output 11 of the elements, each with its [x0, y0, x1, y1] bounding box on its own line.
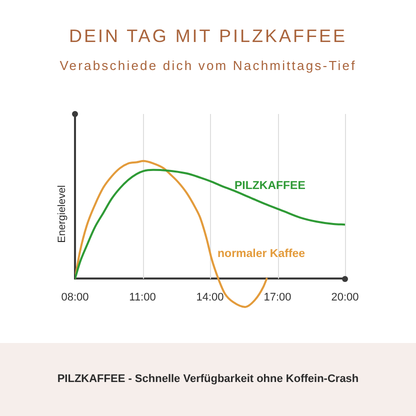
x-tick-label: 08:00: [61, 291, 89, 304]
text: PILZKAFFEE - Schnelle Verfügbarkeit ohne Koffein-Crash: [56, 373, 360, 385]
y-axis-title: Energielevel: [56, 185, 68, 243]
x-tick-label: 14:00: [196, 291, 224, 304]
x-tick-label: 20:00: [331, 291, 359, 304]
x-tick-label: 11:00: [129, 291, 156, 304]
series-label: PILZKAFFEE: [234, 180, 306, 192]
chart-subtitle: Verabschiede dich vom Nachmittags-Tief: [58, 58, 358, 73]
series-label: normaler Kaffee: [218, 248, 306, 260]
x-tick-label: 17:00: [264, 291, 292, 304]
chart-title: DEIN TAG MIT PILZKAFFEE: [68, 26, 348, 47]
